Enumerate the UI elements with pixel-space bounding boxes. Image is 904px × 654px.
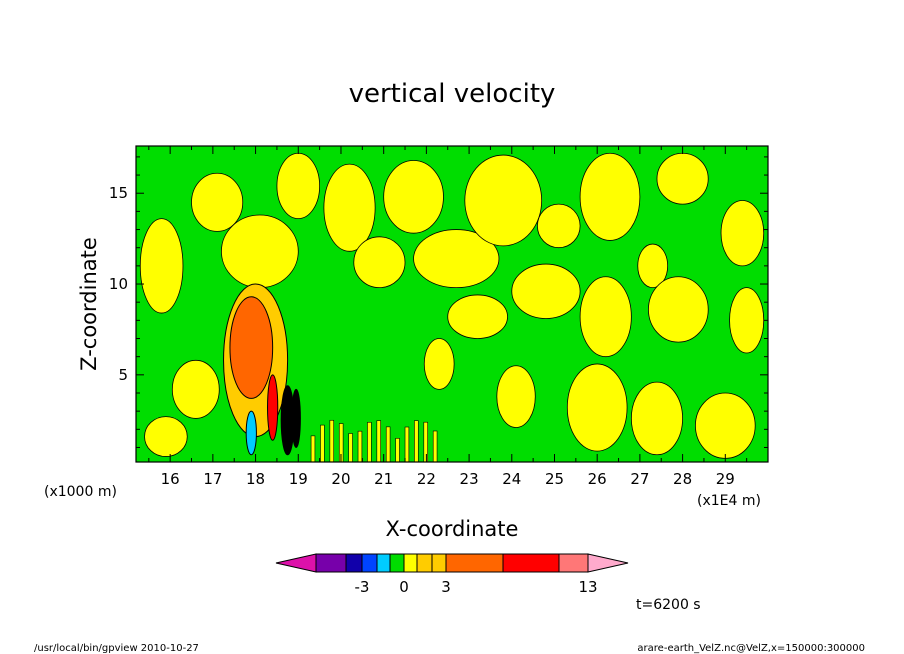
wave-stripe-13 [432,430,438,462]
colorbar-label-1: 0 [399,578,409,596]
positive-blob-9 [413,229,500,289]
colorbar-low-arrow [275,553,317,573]
y-unit-label: (x1000 m) [44,484,117,500]
x-tick-label: 20 [331,470,350,488]
positive-blob-22 [695,392,756,459]
positive-blob-0 [139,218,184,314]
colorbar-segment-10 [558,553,589,573]
colorbar-segment-4 [389,553,405,573]
colorbar-segment-1 [345,553,363,573]
positive-blob-19 [729,287,765,354]
positive-blob-1 [171,359,220,419]
positive-blob-5 [276,152,321,220]
wave-stripe-7 [376,420,381,462]
x-tick-label: 22 [417,470,436,488]
x-tick-label: 21 [374,470,393,488]
cell-downdraft-2 [245,410,257,456]
positive-blob-21 [630,381,683,456]
colorbar-label-3: 13 [578,578,597,596]
x-axis: 16 17 18 19 20 21 22 23 24 25 26 27 28 29 [148,146,748,488]
positive-blob-25 [447,294,508,339]
y-axis: 5 10 15 [109,156,768,448]
positive-blob-13 [579,152,641,241]
colorbar-segment-2 [361,553,378,573]
colorbar-segment-7 [431,553,447,573]
x-unit-label: (x1E4 m) [697,493,761,509]
wave-stripe-6 [367,421,372,462]
wave-stripe-11 [414,420,419,462]
wave-stripe-5 [357,430,363,462]
x-tick-label: 25 [545,470,564,488]
positive-regions [139,152,765,459]
x-tick-label: 28 [673,470,692,488]
wave-stripe-10 [404,426,410,462]
cell-cell-5 [291,388,301,448]
x-tick-label: 19 [289,470,308,488]
x-tick-label: 16 [161,470,180,488]
positive-blob-17 [648,276,709,343]
x-tick-label: 24 [502,470,521,488]
x-tick-label: 17 [203,470,222,488]
x-tick-label: 29 [716,470,735,488]
cell-cell-3 [267,374,279,441]
positive-blob-24 [423,338,455,390]
positive-blob-6 [323,163,376,252]
positive-blob-14 [579,276,632,358]
wave-stripe-8 [385,426,391,462]
colorbar-segment-0 [315,553,347,573]
positive-blob-12 [537,203,581,249]
wave-stripe-1 [320,424,325,462]
colorbar-segment-6 [416,553,433,573]
time-label: t=6200 s [636,597,701,613]
plot-frame [135,145,769,463]
convective-cells [223,283,301,456]
footer-right: arare-earth_VelZ.nc@VelZ,x=150000:300000 [637,643,865,654]
colorbar-segment-8 [445,553,504,573]
wave-stripe-4 [348,433,353,462]
wave-stripe-3 [338,423,344,462]
positive-blob-3 [191,172,244,232]
x-tick-label: 23 [460,470,479,488]
wave-stripe-0 [310,435,316,462]
positive-blob-2 [144,416,188,457]
positive-blob-15 [637,243,669,289]
chart-title: vertical velocity [349,79,556,109]
positive-blob-11 [511,263,581,319]
colorbar: -3 0 3 13 [275,553,629,596]
y-axis-label: Z-coordinate [77,237,101,371]
wave-stripe-2 [329,419,335,462]
positive-blob-10 [464,154,543,247]
cell-updraft-1 [229,296,274,399]
colorbar-segment-5 [403,553,418,573]
positive-blob-23 [496,365,536,428]
wave-stripe-12 [423,421,428,462]
plot-field [136,146,768,462]
colorbar-label-2: 3 [441,578,451,596]
colorbar-label-0: -3 [355,578,370,596]
x-tick-label: 18 [246,470,265,488]
positive-blob-20 [566,363,628,452]
y-tick-label: 15 [109,184,128,202]
footer-left: /usr/local/bin/gpview 2010-10-27 [34,643,199,654]
positive-blob-7 [353,236,406,289]
colorbar-segment-3 [376,553,391,573]
colorbar-segment-9 [502,553,560,573]
positive-blob-8 [383,160,444,234]
x-tick-label: 27 [630,470,649,488]
positive-blob-16 [656,152,709,205]
x-tick-label: 26 [588,470,607,488]
positive-blob-18 [720,200,765,267]
positive-blob-4 [221,214,299,289]
y-tick-label: 10 [109,275,128,293]
y-tick-label: 5 [118,366,128,384]
wave-stripe-9 [395,437,400,462]
x-axis-label: X-coordinate [386,517,519,541]
colorbar-high-arrow [587,553,629,573]
